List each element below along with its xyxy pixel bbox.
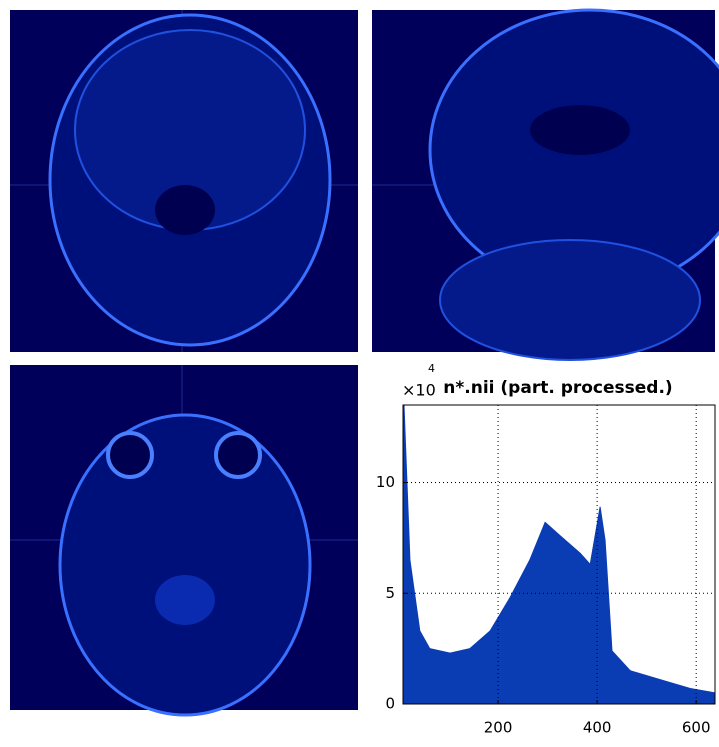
y-tick-label: 5 [385, 584, 395, 602]
y-multiplier-exponent: 4 [428, 362, 435, 375]
histogram-area [403, 405, 715, 704]
axial-view [10, 365, 358, 717]
x-tick-label: 400 [583, 719, 612, 737]
coronal-view [10, 10, 358, 352]
sagittal-view [372, 8, 719, 361]
y-tick-label: 10 [376, 473, 395, 491]
x-tick-label: 200 [484, 719, 513, 737]
chart-title: n*.nii (part. processed.) [443, 378, 672, 398]
plot-frame [402, 404, 716, 705]
x-tick-label: 600 [682, 719, 711, 737]
y-tick-label: 0 [385, 695, 395, 713]
y-multiplier: ×10 [402, 381, 436, 400]
